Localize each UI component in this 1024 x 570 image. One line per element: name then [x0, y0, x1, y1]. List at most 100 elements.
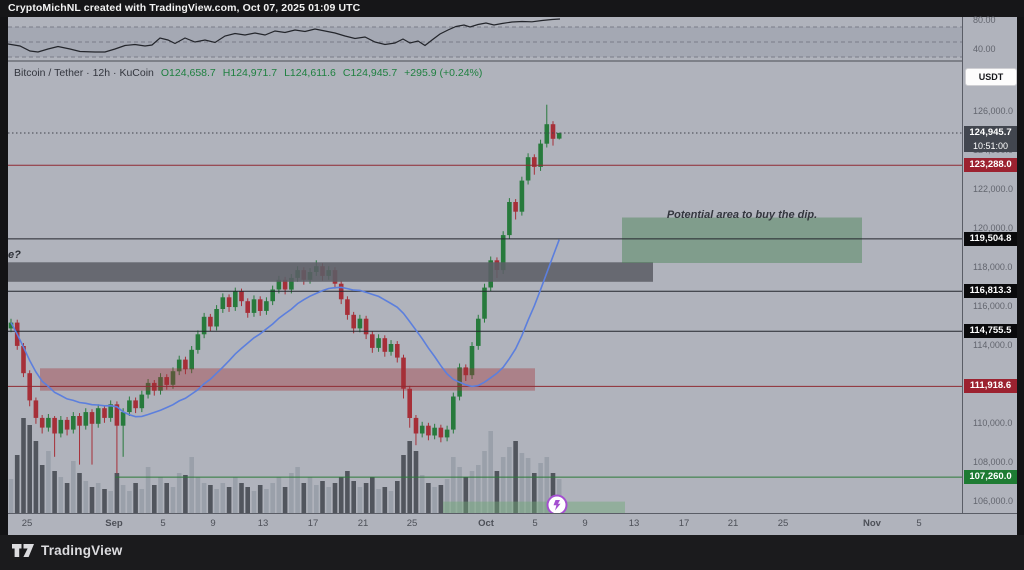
volume-bar	[158, 477, 163, 513]
dip-annotation-text[interactable]: Potential area to buy the dip.	[666, 209, 818, 221]
candle-body	[114, 404, 120, 426]
candle-body	[438, 427, 444, 438]
candle-body	[195, 334, 201, 350]
candle-body	[507, 202, 512, 236]
time-axis[interactable]: 25 Sep 5 9 13 17 21 25 Oct 5 9 13 17 21 25 Nov 5	[8, 513, 1017, 536]
indicator-axis-label: 80.00	[973, 15, 996, 25]
drawing-box[interactable]	[8, 262, 653, 282]
time-axis-label: 13	[628, 518, 640, 529]
volume-bar	[214, 489, 219, 513]
candle-body	[500, 235, 506, 271]
candle-body	[164, 377, 169, 385]
volume-bar	[500, 457, 506, 513]
candle-body	[239, 291, 244, 302]
volume-bar	[58, 477, 64, 513]
time-axis-label: Sep	[105, 518, 123, 529]
volume-bar	[257, 485, 263, 513]
drawing-box[interactable]	[443, 501, 625, 513]
candle-body	[351, 314, 356, 329]
price-level-badge: 111,918.6	[964, 379, 1017, 394]
attribution-bar: CryptoMichNL created with TradingView.co…	[0, 0, 1024, 17]
price-axis[interactable]: 80.0040.00126,000.0124,000.0122,000.0120…	[962, 15, 1018, 513]
volume-bar	[133, 483, 138, 513]
price-axis-label: 120,000.0	[973, 223, 1014, 234]
volume-bar	[226, 487, 232, 513]
candle-body	[370, 334, 375, 348]
ohlc-value: C124,945.7	[342, 67, 398, 79]
candle-body	[282, 279, 288, 290]
candle-body	[208, 316, 213, 327]
candle-body	[245, 301, 250, 313]
volume-bar	[83, 481, 89, 513]
footer-bar: TradingView	[0, 535, 1024, 570]
time-axis-label: 17	[307, 518, 319, 529]
volume-bar	[351, 481, 356, 513]
chart-canvas[interactable]	[8, 17, 962, 513]
volume-bar	[239, 483, 244, 513]
lightning-marker-icon[interactable]	[546, 494, 568, 514]
price-level-badge: 107,260.0	[964, 470, 1017, 485]
volume-bar	[463, 477, 469, 513]
price-axis-label: 118,000.0	[973, 262, 1013, 273]
volume-bar	[71, 461, 76, 513]
candle-body	[426, 425, 431, 436]
volume-bar	[413, 451, 419, 513]
price-axis-label: 110,000.0	[973, 417, 1013, 428]
volume-bar	[270, 483, 275, 513]
candle-body	[77, 416, 82, 426]
drawing-box[interactable]	[622, 217, 862, 264]
tradingview-logo-icon	[12, 544, 34, 557]
volume-bar	[532, 473, 537, 513]
price-axis-label: 106,000.0	[973, 495, 1014, 506]
candle-body	[176, 359, 182, 372]
candle-body	[556, 133, 562, 139]
tradingview-logo[interactable]: TradingView	[12, 543, 122, 558]
currency-toggle-button[interactable]: USDT	[965, 68, 1017, 86]
volume-bar	[114, 473, 120, 513]
candle-body	[120, 412, 126, 426]
price-axis-label: 122,000.0	[973, 184, 1014, 195]
tradingview-wordmark: TradingView	[41, 543, 123, 558]
candlestick-series[interactable]	[8, 104, 562, 474]
indicator-line[interactable]	[8, 18, 561, 53]
symbol-title[interactable]: Bitcoin / Tether · 12h · KuCoin	[14, 67, 154, 79]
drawing-box[interactable]	[40, 368, 535, 391]
ohlc-value: O124,658.7	[160, 67, 216, 79]
volume-bar	[457, 467, 462, 513]
volume-bar	[301, 483, 307, 513]
candle-body	[46, 417, 51, 428]
volume-bar	[14, 455, 20, 513]
volume-bar	[370, 477, 375, 513]
symbol-header[interactable]: Bitcoin / Tether · 12h · KuCoin O124,658.…	[14, 67, 482, 79]
volume-bar	[21, 418, 26, 513]
candle-body	[388, 344, 394, 352]
volume-bar	[195, 477, 201, 513]
volume-bar	[95, 483, 101, 513]
volume-bar	[382, 487, 388, 513]
candle-body	[58, 419, 64, 434]
candle-body	[289, 277, 294, 290]
volume-bar	[102, 489, 107, 513]
candle-body	[133, 400, 138, 409]
volume-bar	[476, 465, 481, 513]
left-partial-annotation[interactable]: e?	[8, 249, 21, 261]
candle-body	[52, 417, 57, 434]
time-axis-label: 9	[582, 518, 588, 529]
volume-bar	[170, 487, 176, 513]
volume-bar	[395, 481, 400, 513]
candle-body	[432, 427, 437, 436]
volume-bar	[183, 475, 188, 513]
volume-bar	[332, 483, 338, 513]
moving-average-line[interactable]	[10, 239, 560, 418]
volume-bar	[201, 483, 207, 513]
price-level-badge: 119,504.8	[964, 231, 1017, 246]
candle-body	[382, 338, 388, 352]
volume-bar	[220, 483, 226, 513]
volume-series[interactable]	[8, 418, 562, 513]
volume-bar	[326, 487, 331, 513]
candle-body	[525, 157, 531, 181]
candle-body	[145, 382, 151, 395]
candle-body	[201, 316, 207, 335]
volume-bar	[488, 431, 493, 513]
volume-bar	[357, 487, 363, 513]
